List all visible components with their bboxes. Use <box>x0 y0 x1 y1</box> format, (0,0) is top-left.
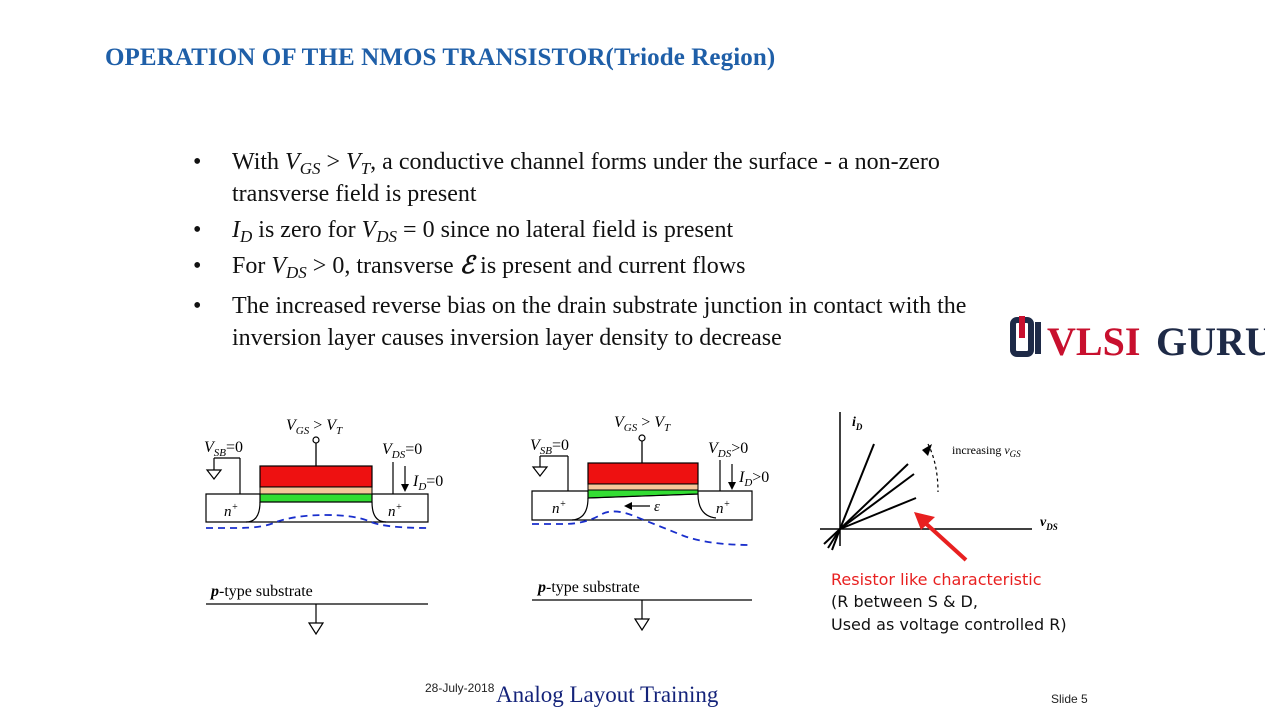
d1-source-ground-icon <box>205 469 223 480</box>
vlsiguru-logo: VLSI GURU <box>1010 316 1265 364</box>
footer-date: 28-July-2018 <box>425 681 495 695</box>
d2-id-label: ID>0 <box>738 469 769 489</box>
d2-field-arrow-icon <box>624 502 632 510</box>
logo-text-vlsi: VLSI <box>1047 319 1140 364</box>
graph-x-axis-label: vDS <box>1040 515 1058 532</box>
d1-n-left: n+ <box>224 502 238 520</box>
bullet-list: With VGS > VT, a conductive channel form… <box>193 146 983 354</box>
graph-red-pointer <box>920 518 968 562</box>
d1-current-arrow-icon <box>401 484 409 492</box>
graph-note-line3: Used as voltage controlled R) <box>831 615 1067 634</box>
d2-field-label: ε <box>654 499 660 515</box>
footer-title: Analog Layout Training <box>496 682 719 707</box>
bullet-id-zero: ID is zero for VDS = 0 since no lateral … <box>193 214 983 246</box>
graph-red-arrow-icon <box>914 512 935 530</box>
iv-characteristic-graph: iD vDS increasing vGS Resistor like char… <box>820 412 1067 634</box>
slide-number: Slide 5 <box>1051 692 1088 706</box>
d1-depletion-edge <box>206 514 429 529</box>
d2-gate <box>587 462 699 485</box>
d1-id-label: ID=0 <box>412 473 443 493</box>
d1-vds-label: VDS=0 <box>382 441 422 461</box>
d1-vgs-label: VGS > VT <box>286 417 343 437</box>
d1-substrate-ground-icon <box>307 622 325 636</box>
d2-n-left: n+ <box>552 499 566 517</box>
nmos-diagram-vds-positive: VGS > VT n+ n+ ε VSB=0 VDS>0 ID>0 p-type… <box>530 414 769 632</box>
slide-title: OPERATION OF THE NMOS TRANSISTOR(Triode … <box>105 44 776 71</box>
d1-channel <box>259 493 373 503</box>
graph-increasing-label: increasing vGS <box>952 443 1021 459</box>
graph-iv-lines <box>823 443 917 551</box>
graph-rotation-arrow-icon <box>922 444 932 456</box>
d2-substrate-label: p-type substrate <box>536 579 640 596</box>
bullet-reverse-bias: The increased reverse bias on the drain … <box>193 290 983 354</box>
nmos-diagram-vds-zero: VGS > VT n+ n+ VSB=0 VDS=0 ID=0 p-type s… <box>204 417 443 636</box>
graph-note-red: Resistor like characteristic <box>831 570 1042 589</box>
d2-vsb-label: VSB=0 <box>530 437 569 457</box>
logo-mark-icon <box>1010 316 1041 357</box>
d1-vsb-label: VSB=0 <box>204 439 243 459</box>
d2-substrate-ground-icon <box>633 618 651 632</box>
d2-vgs-label: VGS > VT <box>614 414 671 434</box>
d2-current-arrow-icon <box>728 482 736 490</box>
d1-gate <box>259 465 373 488</box>
d1-substrate-label: p-type substrate <box>209 583 313 600</box>
logo-text-guru: GURU <box>1156 319 1265 364</box>
d2-n-right: n+ <box>716 499 730 517</box>
graph-y-axis-label: iD <box>852 415 863 432</box>
d1-n-right: n+ <box>388 502 402 520</box>
d2-source-ground-icon <box>531 466 549 477</box>
bullet-current-flows: For VDS > 0, transverse ℰ is present and… <box>193 250 983 282</box>
d2-vds-label: VDS>0 <box>708 440 748 460</box>
bullet-channel-forms: With VGS > VT, a conductive channel form… <box>193 146 983 210</box>
graph-note-line2: (R between S & D, <box>831 592 978 611</box>
